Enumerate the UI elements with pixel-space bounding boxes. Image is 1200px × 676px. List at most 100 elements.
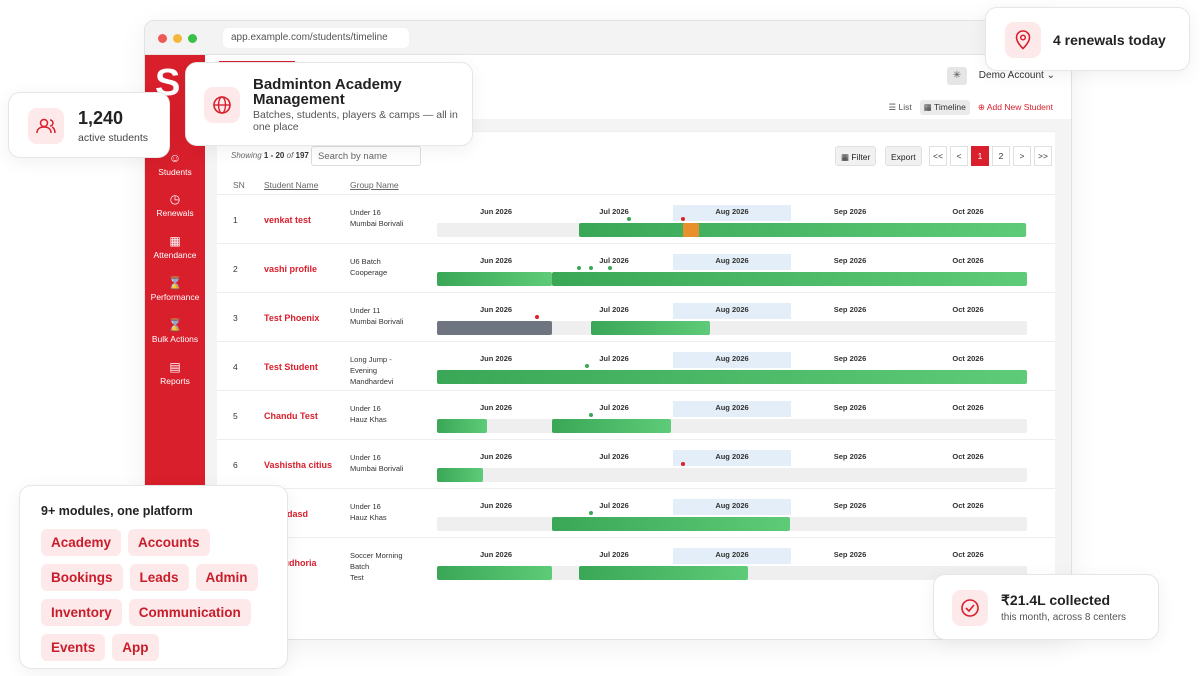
sidebar-item-reports[interactable]: ▤ Reports bbox=[145, 360, 205, 386]
group-line: Mandhardevi bbox=[350, 377, 394, 386]
table-row: 3 Test Phoenix Under 11 Mumbai Borivali Jun … bbox=[217, 292, 1055, 341]
month-label: Jun 2026 bbox=[479, 305, 513, 314]
header-student-name[interactable]: Student Name bbox=[264, 180, 319, 190]
minimize-window-button[interactable] bbox=[173, 34, 182, 43]
module-pill[interactable]: Communication bbox=[128, 599, 251, 626]
student-name-link[interactable]: an Dudhoria bbox=[264, 558, 317, 568]
modules-title: 9+ modules, one platform bbox=[41, 504, 193, 518]
sidebar-item-label: Students bbox=[158, 167, 192, 177]
close-window-button[interactable] bbox=[158, 34, 167, 43]
event-marker bbox=[589, 266, 593, 270]
collected-label: this month, across 8 centers bbox=[1001, 612, 1127, 623]
enrollment-bar[interactable] bbox=[437, 272, 552, 286]
collected-card: ₹21.4L collected this month, across 8 ce… bbox=[933, 574, 1159, 640]
sidebar-item-renewals[interactable]: ◷ Renewals bbox=[145, 192, 205, 218]
account-menu[interactable]: Demo Account ⌄ bbox=[978, 70, 1055, 81]
module-pill[interactable]: Inventory bbox=[41, 599, 122, 626]
event-marker bbox=[589, 511, 593, 515]
report-icon: ▤ bbox=[169, 360, 181, 374]
enrollment-bar[interactable] bbox=[437, 321, 552, 335]
month-label: Jun 2026 bbox=[479, 207, 513, 216]
table-row: 1 venkat test Under 16 Mumbai Borivali Jun 2… bbox=[217, 194, 1055, 243]
export-button[interactable]: Export bbox=[885, 146, 922, 166]
header-group-name[interactable]: Group Name bbox=[350, 180, 399, 190]
enrollment-bar[interactable] bbox=[552, 272, 1027, 286]
list-view-button[interactable]: ☰ List bbox=[888, 101, 912, 112]
url-bar[interactable]: app.example.com/students/timeline bbox=[223, 28, 409, 48]
enrollment-bar[interactable] bbox=[552, 419, 671, 433]
module-pill[interactable]: Academy bbox=[41, 529, 122, 556]
enrollment-bar[interactable] bbox=[591, 321, 710, 335]
row-sn: 6 bbox=[233, 460, 238, 470]
month-label: Jul 2026 bbox=[599, 403, 629, 412]
calendar-icon: ▦ bbox=[169, 234, 181, 248]
table-row: 2 vashi profile U6 Batch Cooperage Jun 2026 J… bbox=[217, 243, 1055, 292]
group-line: Under 16 bbox=[350, 453, 381, 462]
maximize-window-button[interactable] bbox=[188, 34, 197, 43]
enrollment-bar[interactable] bbox=[437, 566, 552, 580]
sidebar-item-attendance[interactable]: ▦ Attendance bbox=[145, 234, 205, 260]
first-page-button[interactable]: << bbox=[929, 146, 947, 166]
student-name-link[interactable]: Vashistha citius bbox=[264, 460, 333, 470]
enrollment-bar[interactable] bbox=[552, 517, 790, 531]
showing-count: Showing 1 - 20 of 197 bbox=[231, 151, 309, 160]
page-2-button[interactable]: 2 bbox=[992, 146, 1010, 166]
group-line: U6 Batch bbox=[350, 257, 381, 266]
prev-page-button[interactable]: < bbox=[950, 146, 968, 166]
month-label: Jun 2026 bbox=[479, 256, 513, 265]
table-row: 4 Test Student Long Jump - Evening Mandharde… bbox=[217, 341, 1055, 390]
student-name-link[interactable]: venkat test bbox=[264, 215, 312, 225]
sidebar-item-students[interactable]: ☺ Students bbox=[145, 151, 205, 177]
event-marker bbox=[681, 462, 685, 466]
filter-button[interactable]: ▦ Filter bbox=[835, 146, 877, 166]
event-marker bbox=[535, 315, 539, 319]
student-name-link[interactable]: Test Student bbox=[264, 362, 318, 372]
enrollment-bar[interactable] bbox=[579, 566, 748, 580]
module-pill[interactable]: Events bbox=[41, 634, 106, 661]
group-line: Under 16 bbox=[350, 502, 381, 511]
event-marker bbox=[589, 413, 593, 417]
last-page-button[interactable]: >> bbox=[1034, 146, 1052, 166]
month-label: Aug 2026 bbox=[673, 254, 791, 270]
month-label: Jul 2026 bbox=[599, 256, 629, 265]
search-input[interactable]: Search by name bbox=[311, 146, 421, 166]
month-label: Jun 2026 bbox=[479, 550, 513, 559]
modules-card: 9+ modules, one platform Academy Accounts… bbox=[19, 485, 288, 669]
enrollment-bar[interactable] bbox=[579, 223, 1026, 237]
group-name: Long Jump - Evening Mandhardevi bbox=[350, 354, 430, 387]
group-name: Under 16 Mumbai Borivali bbox=[350, 207, 430, 229]
enrollment-bar[interactable] bbox=[437, 468, 483, 482]
month-label: Oct 2026 bbox=[952, 207, 984, 216]
student-name-link[interactable]: Chandu Test bbox=[264, 411, 318, 421]
enrollment-bar[interactable] bbox=[437, 419, 487, 433]
check-circle-icon bbox=[952, 590, 988, 626]
sidebar-item-performance[interactable]: ⌛ Performance bbox=[145, 276, 205, 302]
enrollment-bar[interactable] bbox=[683, 223, 699, 237]
title-bar: app.example.com/students/timeline bbox=[145, 21, 1071, 55]
module-pill[interactable]: Accounts bbox=[128, 529, 210, 556]
collected-amount: ₹21.4L collected bbox=[1001, 592, 1111, 608]
group-name: Under 11 Mumbai Borivali bbox=[350, 305, 430, 327]
group-line: Soccer Morning bbox=[350, 551, 403, 560]
sidebar-item-label: Performance bbox=[150, 292, 200, 302]
module-pill[interactable]: Admin bbox=[195, 564, 258, 591]
enrollment-bar[interactable] bbox=[437, 370, 1027, 384]
module-pill[interactable]: Bookings bbox=[41, 564, 123, 591]
module-pill[interactable]: App bbox=[112, 634, 159, 661]
group-line: Under 11 bbox=[350, 306, 381, 315]
add-student-button[interactable]: ⊕ Add New Student bbox=[977, 101, 1053, 112]
month-label: Aug 2026 bbox=[673, 401, 791, 417]
settings-icon[interactable]: ✳ bbox=[947, 67, 967, 85]
group-line: Mumbai Borivali bbox=[350, 219, 404, 228]
student-name-link[interactable]: Test Phoenix bbox=[264, 313, 320, 323]
next-page-button[interactable]: > bbox=[1013, 146, 1031, 166]
student-name-link[interactable]: vashi profile bbox=[264, 264, 318, 274]
group-line: Evening bbox=[350, 366, 378, 375]
modules-list: Academy AccountsBookings Leads Admin Invento… bbox=[41, 529, 281, 669]
page-1-button[interactable]: 1 bbox=[971, 146, 989, 166]
module-pill[interactable]: Leads bbox=[129, 564, 189, 591]
timeline-view-button[interactable]: ▦ Timeline bbox=[919, 99, 970, 115]
timeline: Jun 2026 Jul 2026 Aug 2026 Sep 2026 Oct 2026 bbox=[437, 342, 1027, 391]
group-line: Long Jump - bbox=[350, 355, 392, 364]
sidebar-item-bulk-actions[interactable]: ⌛ Bulk Actions bbox=[145, 318, 205, 344]
